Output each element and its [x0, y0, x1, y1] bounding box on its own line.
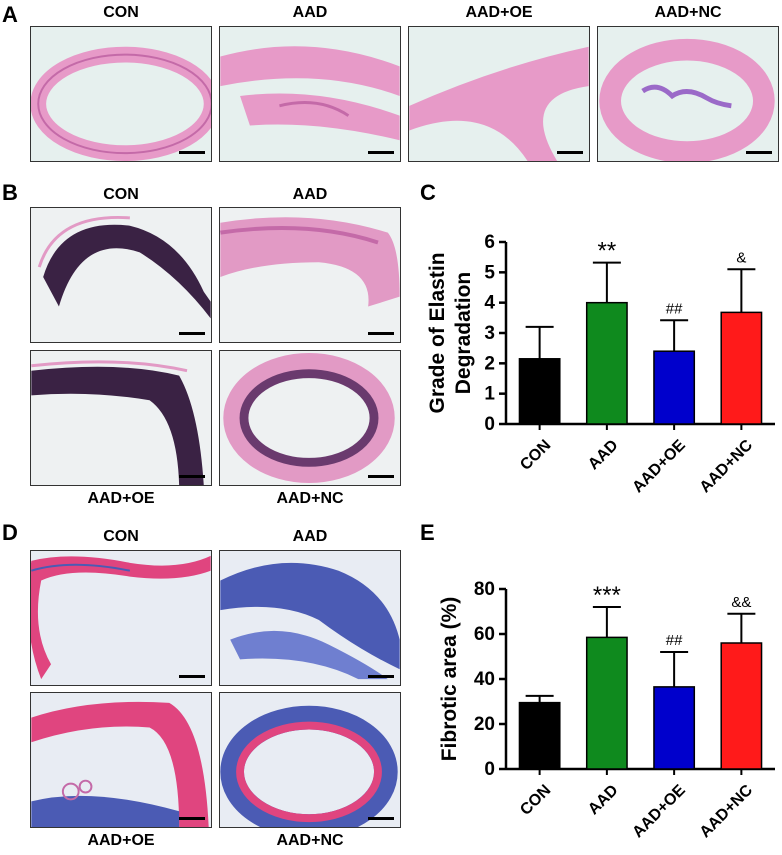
chart-c-y-tick-label: 3 — [484, 323, 495, 344]
chart-c-y-axis-label: Grade of Elastin — [426, 252, 449, 413]
chart-c-category-label: AAD+OE — [629, 436, 689, 496]
label-a-aad-oe: AAD+OE — [465, 4, 533, 21]
micrograph-b-aad-oe-image — [31, 360, 204, 485]
chart-e-significance-mark: ## — [666, 632, 683, 649]
chart-e-y-tick-label: 40 — [474, 669, 495, 690]
scale-bar — [746, 151, 772, 154]
chart-c-y-tick-label: 4 — [484, 293, 495, 314]
scale-bar — [368, 332, 394, 335]
chart-c-y-axis-label-line2: Degradation — [452, 272, 475, 395]
panel-letter-a: A — [2, 2, 18, 27]
chart-c-y-tick-label: 1 — [484, 384, 495, 405]
micrograph-b-aad-nc-image — [223, 352, 395, 484]
chart-e-category-label: AAD+OE — [629, 781, 689, 841]
label-b-aad-nc: AAD+NC — [276, 490, 344, 507]
panel-letter-c: C — [420, 180, 436, 205]
scale-bar — [368, 475, 394, 478]
micrograph-a-aad-oe-image — [409, 46, 589, 161]
scale-bar — [368, 151, 394, 154]
chart-e-significance-mark: *** — [593, 582, 621, 609]
micrograph-a-aad — [219, 26, 401, 162]
label-d-aad: AAD — [292, 528, 328, 545]
scale-bar — [179, 475, 205, 478]
micrograph-d-aad-nc-image — [220, 705, 398, 827]
chart-c-bar-aad-nc — [720, 311, 763, 425]
chart-e-bar-aad — [585, 636, 628, 770]
scale-bar — [179, 151, 205, 154]
micrograph-a-con — [30, 26, 212, 162]
label-a-aad: AAD — [292, 4, 328, 21]
panel-letter-d: D — [2, 520, 18, 545]
chart-e-bar-aad-nc — [720, 642, 763, 770]
chart-c-significance-mark: ** — [598, 238, 617, 265]
chart-e-y-tick-label: 60 — [474, 624, 495, 645]
chart-e-significance-mark: && — [731, 594, 751, 611]
label-d-con: CON — [103, 528, 139, 545]
micrograph-b-aad-nc — [219, 350, 401, 486]
scale-bar — [179, 332, 205, 335]
chart-c-bar-aad-oe — [653, 350, 696, 425]
label-a-con: CON — [103, 4, 139, 21]
micrograph-d-con-image — [31, 555, 211, 680]
chart-c-significance-mark: ## — [666, 300, 683, 317]
chart-e-bar-con — [518, 701, 561, 770]
micrograph-a-aad-nc — [597, 26, 779, 162]
micrograph-d-aad-oe — [30, 692, 212, 828]
chart-e-bar-aad-oe — [653, 686, 696, 770]
scale-bar — [179, 817, 205, 820]
micrograph-d-con — [30, 550, 212, 686]
label-b-aad: AAD — [292, 186, 328, 203]
label-b-aad-oe: AAD+OE — [87, 490, 155, 507]
chart-c-category-label: AAD — [585, 437, 622, 474]
panel-letter-b: B — [2, 180, 18, 205]
chart-c-bar-con — [518, 358, 561, 425]
micrograph-a-aad-nc-image — [599, 38, 775, 161]
chart-e-category-label: CON — [517, 782, 554, 819]
chart-c-bar-aad — [585, 301, 628, 425]
chart-c-y-tick-label: 6 — [484, 232, 495, 253]
micrograph-d-aad — [219, 550, 401, 686]
scale-bar — [179, 675, 205, 678]
label-d-aad-nc: AAD+NC — [276, 832, 344, 849]
micrograph-a-aad-image — [220, 46, 400, 141]
chart-c-y-tick-label: 2 — [484, 353, 495, 374]
chart-e-category-label: AAD+NC — [697, 781, 757, 841]
chart-e-category-label: AAD — [585, 782, 622, 819]
chart-c-y-tick-label: 5 — [484, 262, 495, 283]
micrograph-d-aad-nc — [219, 692, 401, 828]
chart-fibrotic-area: 0 20 40 60 80 CON *** AAD ## AAD+OE && AAD+NC Fibrot… — [438, 579, 775, 841]
chart-e-y-tick-label: 0 — [484, 759, 495, 780]
chart-c-significance-mark: & — [736, 249, 746, 266]
micrograph-d-aad-oe-image — [31, 701, 209, 827]
scale-bar — [557, 151, 583, 154]
chart-elastin-degradation: 0 1 2 3 4 5 6 CON ** AAD ## AAD+OE & AAD+NC Grade of E… — [426, 232, 775, 496]
micrograph-b-aad-oe — [30, 350, 212, 486]
chart-e-y-tick-label: 80 — [474, 579, 495, 600]
chart-e-y-axis-label: Fibrotic area (%) — [438, 597, 461, 762]
micrograph-d-aad-image — [220, 562, 400, 680]
label-d-aad-oe: AAD+OE — [87, 832, 155, 849]
micrograph-b-aad — [219, 207, 401, 343]
chart-c-category-label: CON — [517, 437, 554, 474]
micrograph-b-con — [30, 207, 212, 343]
micrograph-a-aad-oe — [408, 26, 590, 162]
chart-e-y-tick-label: 20 — [474, 714, 495, 735]
micrograph-a-con-image — [31, 46, 211, 161]
chart-c-category-label: AAD+NC — [697, 436, 757, 496]
micrograph-b-con-image — [37, 215, 211, 319]
chart-c-y-tick-label: 0 — [484, 414, 495, 435]
scale-bar — [368, 675, 394, 678]
panel-letter-e: E — [420, 520, 435, 545]
label-b-con: CON — [103, 186, 139, 203]
label-a-aad-nc: AAD+NC — [654, 4, 722, 21]
micrograph-b-aad-image — [220, 217, 400, 307]
scale-bar — [368, 817, 394, 820]
